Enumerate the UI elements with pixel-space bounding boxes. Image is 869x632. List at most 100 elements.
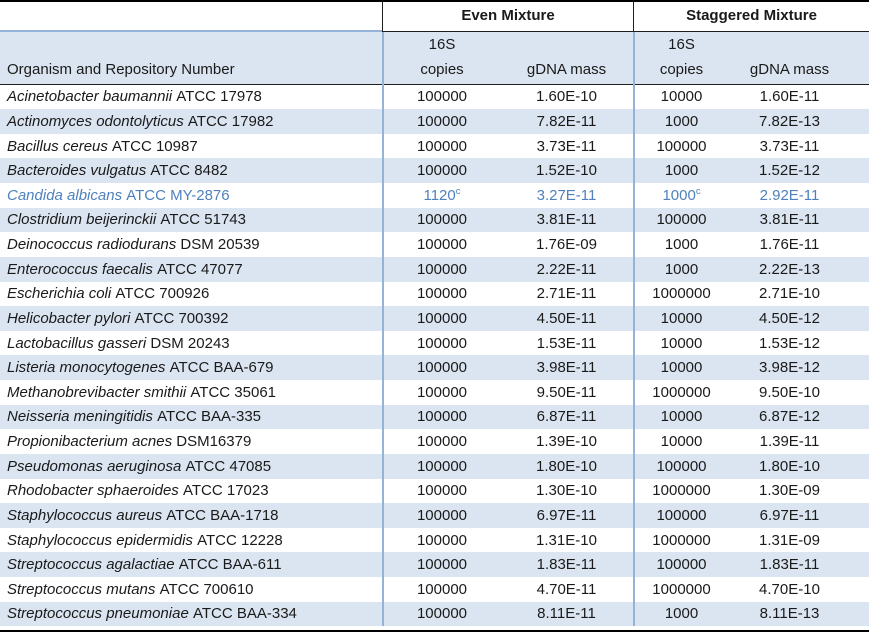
organism-cell: Propionibacterium acnes DSM16379 bbox=[0, 429, 382, 454]
organism-name: Acinetobacter baumannii bbox=[7, 88, 173, 106]
table-row: Propionibacterium acnes DSM16379 100000 … bbox=[0, 429, 869, 454]
even-16s-copies-cell: 100000 bbox=[382, 232, 500, 257]
table-row: Neisseria meningitidis ATCC BAA-335 1000… bbox=[0, 404, 869, 430]
organism-cell: Bacteroides vulgatus ATCC 8482 bbox=[0, 158, 382, 183]
table-row: Streptococcus pneumoniae ATCC BAA-334 10… bbox=[0, 601, 869, 627]
organism-name: Neisseria meningitidis bbox=[7, 408, 153, 426]
even-16s-copies-cell: 100000 bbox=[382, 207, 500, 233]
even-gdna-mass-cell: 2.22E-11 bbox=[536, 260, 597, 278]
table-row: Pseudomonas aeruginosa ATCC 47085 100000… bbox=[0, 453, 869, 479]
organism-cell: Rhodobacter sphaeroides ATCC 17023 bbox=[0, 479, 382, 504]
repository-number: ATCC 35061 bbox=[186, 383, 277, 401]
organism-name: Methanobrevibacter smithii bbox=[7, 383, 187, 401]
staggered-16s-copies-cell: 100000 bbox=[633, 453, 728, 479]
organism-cell: Bacillus cereus ATCC 10987 bbox=[0, 134, 382, 159]
even-16s-copies-cell: 100000 bbox=[382, 577, 500, 602]
even-gdna-mass-cell: 6.97E-11 bbox=[536, 506, 597, 524]
even-gdna-mass-header: gDNA mass bbox=[526, 60, 607, 78]
organism-column-header: Organism and Repository Number bbox=[0, 32, 382, 85]
staggered-16s-copies-cell: 1000000 bbox=[633, 281, 728, 307]
even-gdna-mass-cell: 1.52E-10 bbox=[536, 162, 597, 180]
table-row: Candida albicans ATCC MY-2876 1120 c 3.27… bbox=[0, 183, 869, 208]
organism-cell: Pseudomonas aeruginosa ATCC 47085 bbox=[0, 454, 382, 479]
table-row: Actinomyces odontolyticus ATCC 17982 100… bbox=[0, 109, 869, 134]
staggered-16s-copies-cell: 1000 bbox=[633, 601, 728, 627]
organism-cell: Neisseria meningitidis ATCC BAA-335 bbox=[0, 405, 382, 430]
repository-number: ATCC BAA-334 bbox=[188, 605, 297, 623]
repository-number: ATCC 10987 bbox=[107, 137, 198, 155]
staggered-gdna-mass-cell: 1.53E-12 bbox=[759, 334, 820, 352]
organism-name: Rhodobacter sphaeroides bbox=[7, 482, 179, 500]
organism-name: Streptococcus mutans bbox=[7, 580, 156, 598]
table-row: Rhodobacter sphaeroides ATCC 17023 10000… bbox=[0, 478, 869, 504]
table-row: Deinococcus radiodurans DSM 20539 100000… bbox=[0, 232, 869, 257]
even-16s-copies-cell: 100000 bbox=[382, 552, 500, 577]
organism-cell: Streptococcus agalactiae ATCC BAA-611 bbox=[0, 552, 382, 577]
even-gdna-mass-cell: 1.31E-10 bbox=[536, 531, 597, 549]
repository-number: ATCC 17978 bbox=[172, 88, 262, 106]
repository-number: ATCC BAA-611 bbox=[174, 556, 282, 574]
staggered-gdna-mass-cell: 3.98E-12 bbox=[759, 359, 820, 377]
even-gdna-mass-cell: 3.73E-11 bbox=[536, 137, 597, 155]
staggered-16s-copies-cell: 1000 bbox=[633, 109, 728, 134]
even-gdna-mass-cell: 1.39E-10 bbox=[536, 433, 597, 451]
even-16s-copies-cell: 100000 bbox=[382, 84, 500, 110]
bottom-rule-gap bbox=[0, 626, 869, 630]
table-row: Helicobacter pylori ATCC 700392 100000 4… bbox=[0, 306, 869, 331]
even-16s-copies-cell: 100000 bbox=[382, 306, 500, 331]
staggered-gdna-mass-cell: 1.80E-10 bbox=[759, 457, 820, 475]
staggered-gdna-mass-cell: 1.30E-09 bbox=[759, 482, 820, 500]
repository-number: ATCC 700926 bbox=[111, 285, 210, 303]
table-row: Clostridium beijerinckii ATCC 51743 1000… bbox=[0, 207, 869, 233]
even-gdna-mass-cell: 8.11E-11 bbox=[537, 605, 596, 623]
even-gdna-mass-cell: 9.50E-11 bbox=[536, 383, 597, 401]
table-row: Staphylococcus epidermidis ATCC 12228 10… bbox=[0, 527, 869, 553]
staggered-16s-copies-cell: 1000000 bbox=[633, 380, 728, 405]
staggered-gdna-mass-cell: 6.87E-12 bbox=[759, 408, 820, 426]
organism-name: Staphylococcus epidermidis bbox=[7, 531, 193, 549]
staggered-gdna-mass-cell: 7.82E-13 bbox=[759, 112, 820, 130]
organism-cell: Lactobacillus gasseri DSM 20243 bbox=[0, 331, 382, 356]
repository-number: ATCC 12228 bbox=[192, 531, 283, 549]
organism-cell: Staphylococcus epidermidis ATCC 12228 bbox=[0, 528, 382, 553]
repository-number: ATCC 17982 bbox=[183, 112, 274, 130]
organism-name: Streptococcus agalactiae bbox=[7, 556, 175, 574]
organism-name: Pseudomonas aeruginosa bbox=[7, 457, 182, 475]
staggered-16s-copies-cell: 1000000 bbox=[633, 527, 728, 553]
organism-name: Escherichia coli bbox=[7, 285, 112, 303]
organism-name: Candida albicans bbox=[7, 186, 123, 204]
organism-name: Lactobacillus gasseri bbox=[7, 334, 147, 352]
staggered-gdna-mass-cell: 1.39E-11 bbox=[759, 433, 820, 451]
even-16s-copies-cell: 100000 bbox=[382, 380, 500, 405]
staggered-16s-copies-cell: 10000 bbox=[633, 404, 728, 430]
even-16s-copies-cell: 100000 bbox=[382, 429, 500, 454]
even-16s-copies-cell: 100000 bbox=[382, 478, 500, 504]
staggered-16s-copies-cell: 100000 bbox=[633, 207, 728, 233]
organism-cell: Helicobacter pylori ATCC 700392 bbox=[0, 306, 382, 331]
staggered-gdna-mass-cell: 2.71E-10 bbox=[759, 285, 820, 303]
even-gdna-mass-cell: 4.70E-11 bbox=[536, 580, 597, 598]
organism-name: Streptococcus pneumoniae bbox=[7, 605, 189, 623]
even-16s-copies-cell: 100000 bbox=[382, 527, 500, 553]
repository-number: ATCC BAA-1718 bbox=[162, 506, 279, 524]
staggered-gdna-mass-cell: 2.22E-13 bbox=[759, 260, 820, 278]
staggered-16s-copies-header: 16S copies bbox=[633, 31, 728, 85]
even-gdna-mass-cell: 1.80E-10 bbox=[536, 457, 597, 475]
even-16s-copies-header: 16S copies bbox=[382, 31, 500, 85]
even-16s-copies-cell: 1120 c bbox=[382, 183, 500, 208]
organism-name: Clostridium beijerinckii bbox=[7, 211, 157, 229]
staggered-16s-copies-cell: 1000 bbox=[633, 158, 728, 183]
even-16s-copies-cell: 100000 bbox=[382, 109, 500, 134]
organism-cell: Staphylococcus aureus ATCC BAA-1718 bbox=[0, 503, 382, 528]
even-gdna-mass-cell: 1.83E-11 bbox=[536, 556, 597, 574]
organism-cell: Clostridium beijerinckii ATCC 51743 bbox=[0, 208, 382, 233]
organism-name: Propionibacterium acnes bbox=[7, 433, 173, 451]
staggered-gdna-mass-cell: 1.83E-11 bbox=[759, 556, 820, 574]
organism-name: Bacillus cereus bbox=[7, 137, 108, 155]
even-16s-copies-cell: 100000 bbox=[382, 404, 500, 430]
staggered-gdna-mass-cell: 1.52E-12 bbox=[759, 162, 820, 180]
staggered-16s-copies-cell: 100000 bbox=[633, 133, 728, 159]
organism-name: Staphylococcus aureus bbox=[7, 506, 163, 524]
staggered-gdna-mass-cell: 3.81E-11 bbox=[759, 211, 820, 229]
